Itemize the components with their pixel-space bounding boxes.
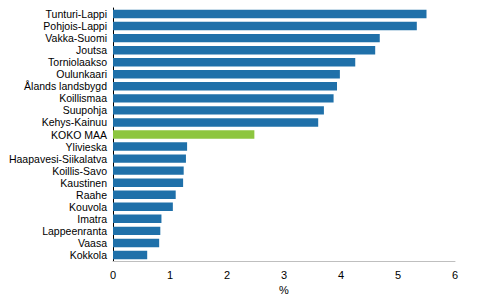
svg-text:Torniolaakso: Torniolaakso (48, 56, 107, 68)
svg-text:Kaustinen: Kaustinen (60, 177, 107, 189)
svg-text:Kouvola: Kouvola (69, 201, 107, 213)
svg-text:3: 3 (281, 269, 287, 281)
svg-text:Ålands landsbygd: Ålands landsbygd (24, 80, 107, 92)
svg-text:Raahe: Raahe (76, 189, 107, 201)
svg-text:Tunturi-Lappi: Tunturi-Lappi (46, 8, 107, 20)
svg-text:Kokkola: Kokkola (70, 249, 108, 261)
svg-text:Joutsa: Joutsa (76, 44, 107, 56)
svg-text:Kehys-Kainuu: Kehys-Kainuu (42, 116, 108, 128)
svg-text:6: 6 (452, 269, 458, 281)
svg-text:4: 4 (338, 269, 344, 281)
svg-text:Vaasa: Vaasa (78, 237, 107, 249)
svg-text:Koillismaa: Koillismaa (59, 92, 107, 104)
svg-text:Oulunkaari: Oulunkaari (56, 68, 107, 80)
svg-text:0: 0 (110, 269, 116, 281)
svg-text:Pohjois-Lappi: Pohjois-Lappi (43, 20, 107, 32)
svg-text:Ylivieska: Ylivieska (66, 141, 108, 153)
svg-text:Haapavesi-Siikalatva: Haapavesi-Siikalatva (9, 153, 107, 165)
svg-text:Vakka-Suomi: Vakka-Suomi (45, 32, 107, 44)
svg-text:Imatra: Imatra (77, 213, 107, 225)
svg-text:2: 2 (224, 269, 230, 281)
svg-text:5: 5 (395, 269, 401, 281)
svg-text:1: 1 (167, 269, 173, 281)
svg-text:Suupohja: Suupohja (63, 104, 108, 116)
svg-text:Koillis-Savo: Koillis-Savo (52, 165, 107, 177)
svg-text:Lappeenranta: Lappeenranta (42, 225, 107, 237)
svg-text:%: % (279, 284, 289, 296)
svg-text:KOKO MAA: KOKO MAA (51, 129, 107, 141)
